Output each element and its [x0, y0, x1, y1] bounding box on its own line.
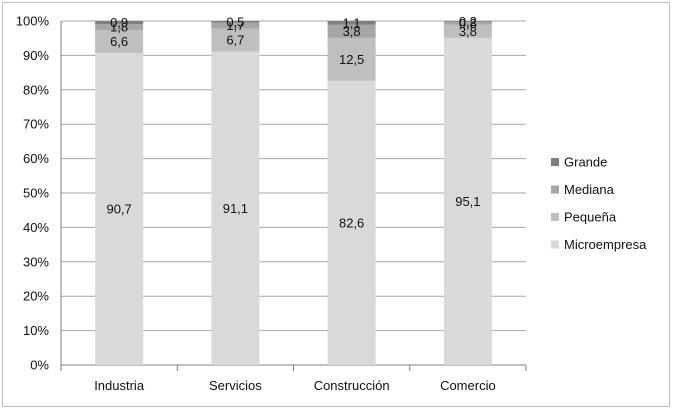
- y-tick-label: 20%: [23, 289, 49, 304]
- data-label: 82,6: [339, 215, 364, 230]
- bar-segment: [211, 21, 260, 23]
- bar-segment: [327, 80, 376, 365]
- legend-label: Mediana: [564, 182, 615, 197]
- y-tick-label: 100%: [16, 14, 50, 29]
- legend-swatch: [551, 240, 559, 249]
- data-label: 91,1: [223, 201, 248, 216]
- data-label: 12,5: [339, 52, 364, 67]
- bar-segment: [95, 21, 144, 25]
- data-label: 95,1: [455, 194, 480, 209]
- bar-segment: [95, 30, 144, 53]
- data-label: 3,8: [459, 24, 477, 39]
- y-tick-label: 70%: [23, 117, 49, 132]
- bar-segment: [327, 24, 376, 38]
- data-label: 6,7: [226, 33, 244, 48]
- data-label: 90,7: [106, 201, 131, 216]
- legend-label: Grande: [564, 155, 607, 170]
- data-label: 0,9: [110, 15, 128, 30]
- data-label: 0,5: [226, 14, 244, 29]
- category-label: Comercio: [440, 378, 496, 393]
- y-tick-label: 50%: [23, 186, 49, 201]
- data-label: 6,6: [110, 34, 128, 49]
- legend-swatch: [551, 213, 559, 221]
- category-label: Industria: [94, 378, 145, 393]
- bar-segment: [211, 51, 260, 366]
- legend-label: Pequeña: [564, 210, 617, 225]
- y-tick-label: 80%: [23, 82, 49, 97]
- bar-segment: [443, 22, 492, 25]
- bar-segment: [443, 37, 492, 366]
- legend-label: Microempresa: [564, 237, 647, 252]
- bar-segment: [327, 37, 376, 81]
- category-label: Construcción: [314, 378, 390, 393]
- bar-segment: [327, 21, 376, 25]
- category-label: Servicios: [209, 378, 262, 393]
- data-label: 1,1: [343, 15, 361, 30]
- bar-segment: [443, 24, 492, 38]
- bar-segment: [211, 28, 260, 52]
- y-tick-label: 0%: [30, 358, 49, 373]
- data-label: 0,2: [459, 14, 477, 29]
- legend-swatch: [551, 185, 559, 194]
- bar-segment: [443, 21, 492, 23]
- y-tick-label: 90%: [23, 48, 49, 63]
- y-tick-label: 60%: [23, 151, 49, 166]
- data-label: 3,8: [343, 24, 361, 39]
- bar-segment: [95, 24, 144, 31]
- legend-swatch: [551, 158, 559, 166]
- y-tick-label: 40%: [23, 220, 49, 235]
- chart-frame: [2, 2, 670, 407]
- bar-segment: [211, 22, 260, 29]
- bar-segment: [95, 52, 144, 365]
- y-tick-label: 30%: [23, 254, 49, 269]
- y-tick-label: 10%: [23, 323, 49, 338]
- data-label: 0,8: [459, 16, 477, 31]
